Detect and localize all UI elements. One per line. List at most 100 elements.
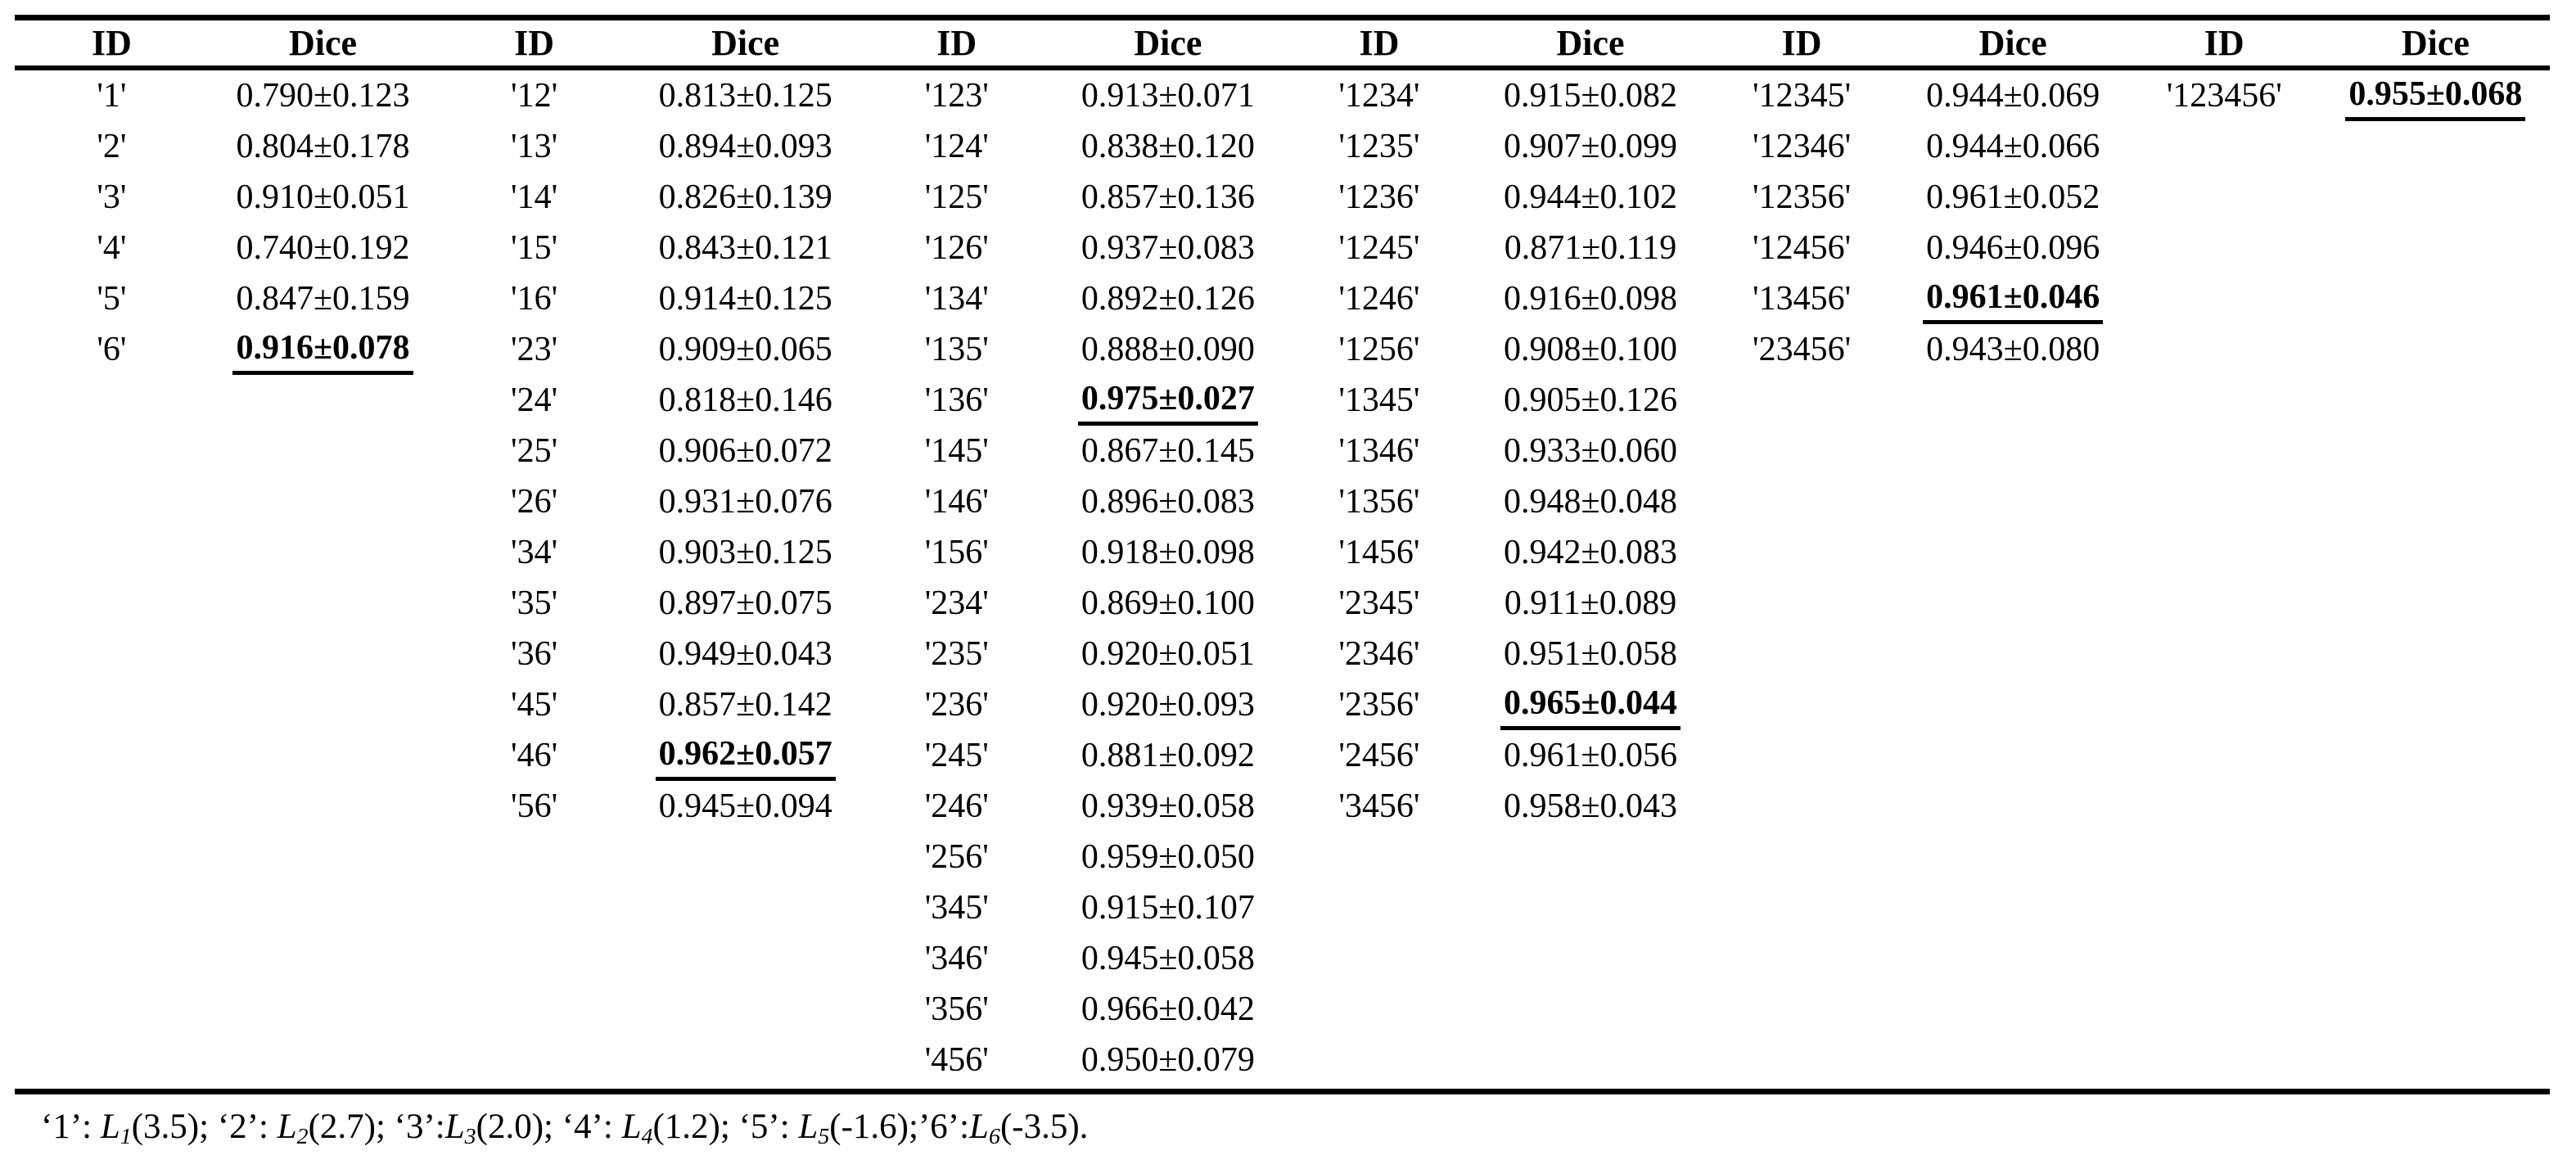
id-cell: '12346': [1753, 128, 1852, 165]
footnote-segment: L: [277, 1108, 297, 1146]
dice-cell: 0.843±0.121: [658, 229, 832, 267]
column-header-id: ID: [91, 23, 132, 63]
dice-cell: 0.955±0.068: [2321, 70, 2550, 121]
id-cell: '1246': [1338, 280, 1420, 318]
dice-cell: 0.881±0.092: [1080, 737, 1255, 774]
id-cell: '156': [924, 534, 989, 571]
dice-cell: 0.944±0.066: [1926, 128, 2100, 165]
dice-cell: 0.847±0.159: [236, 280, 410, 318]
table-header-row: ID Dice ID Dice ID Dice ID Dice ID Dice ID Dice: [15, 20, 2550, 65]
dice-cell: 0.965±0.044: [1476, 679, 1704, 730]
dice-cell: 0.910±0.051: [236, 178, 410, 216]
footnote-segment: 6: [988, 1123, 1000, 1149]
dice-cell: 0.959±0.050: [1080, 838, 1255, 876]
dice-cell: 0.961±0.046: [1899, 273, 2127, 324]
id-cell: '2': [97, 128, 127, 165]
id-cell: '26': [511, 483, 558, 521]
dice-cell: 0.804±0.178: [236, 128, 410, 165]
table-body: '1' 0.790±0.123 '2' 0.804±0.178 '3' 0.910±0.0…: [15, 70, 2550, 1085]
column-header-dice: Dice: [1556, 23, 1625, 63]
id-cell: '23': [511, 331, 558, 368]
dice-cell: 0.894±0.093: [658, 128, 832, 165]
footnote-segment: ‘2’:: [217, 1108, 277, 1146]
id-cell: '346': [924, 940, 989, 977]
id-cell: '6': [97, 331, 127, 368]
id-cell: '13456': [1753, 280, 1852, 318]
dice-cell: 0.943±0.080: [1926, 331, 2100, 368]
dice-cell: 0.869±0.100: [1080, 584, 1255, 622]
results-table: ID Dice ID Dice ID Dice ID Dice ID Dice ID Dice '1'…: [15, 15, 2550, 1151]
footnote-segment: (2.7);: [308, 1108, 395, 1146]
id-cell: '1256': [1338, 331, 1420, 368]
dice-cell: 0.813±0.125: [658, 77, 832, 115]
dice-cell: 0.975±0.027: [1053, 375, 1282, 426]
footnote-segment: (2.0);: [476, 1108, 562, 1146]
id-cell: '123456': [2166, 77, 2282, 115]
id-cell: '3456': [1338, 787, 1420, 825]
id-cell: '2345': [1338, 584, 1420, 622]
table-header-rule: [15, 65, 2550, 70]
dice-cell: 0.920±0.051: [1080, 635, 1255, 673]
dice-cell: 0.918±0.098: [1080, 534, 1255, 571]
id-cell: '134': [924, 280, 989, 318]
id-cell: '146': [924, 483, 989, 521]
dice-cell: 0.908±0.100: [1503, 331, 1678, 368]
column-header-dice: Dice: [1134, 23, 1202, 63]
column-header-id: ID: [1781, 23, 1822, 63]
dice-cell: 0.892±0.126: [1080, 280, 1255, 318]
dice-cell: 0.966±0.042: [1080, 990, 1255, 1028]
footnote-segment: L: [444, 1108, 465, 1146]
dice-cell: 0.961±0.056: [1503, 737, 1678, 774]
id-cell: '16': [511, 280, 558, 318]
best-dice-value: 0.955±0.068: [2345, 76, 2526, 121]
column-header-dice: Dice: [2401, 23, 2470, 63]
footnote-segment: ’6’:: [918, 1108, 970, 1146]
dice-cell: 0.818±0.146: [658, 381, 832, 419]
footnote-segment: 1: [120, 1123, 132, 1149]
table-bottom-rule: [15, 1089, 2550, 1094]
id-cell: '34': [511, 534, 558, 571]
dice-cell: 0.905±0.126: [1503, 381, 1678, 419]
dice-cell: 0.931±0.076: [658, 483, 832, 521]
footnote-segment: ‘3’:: [394, 1108, 445, 1146]
id-cell: '1235': [1338, 128, 1420, 165]
id-cell: '46': [511, 737, 558, 774]
column-header-id: ID: [936, 23, 977, 63]
dice-cell: 0.838±0.120: [1080, 128, 1255, 165]
id-cell: '56': [511, 787, 558, 825]
dice-cell: 0.740±0.192: [236, 229, 410, 267]
id-cell: '126': [924, 229, 989, 267]
id-cell: '3': [97, 178, 127, 216]
id-cell: '45': [511, 686, 558, 724]
dice-cell: 0.945±0.094: [658, 787, 832, 825]
footnote-segment: 3: [464, 1123, 476, 1149]
column-header-id: ID: [514, 23, 555, 63]
footnote-segment: 4: [641, 1123, 653, 1149]
footnote-segment: L: [621, 1108, 642, 1146]
id-cell: '14': [511, 178, 558, 216]
footnote-segment: ‘1’:: [41, 1108, 101, 1146]
id-cell: '256': [924, 838, 989, 876]
footnote: ‘1’: L1(3.5); ‘2’: L2(2.7); ‘3’:L3(2.0);…: [15, 1106, 2550, 1151]
dice-cell: 0.948±0.048: [1503, 483, 1678, 521]
dice-cell: 0.914±0.125: [658, 280, 832, 318]
footnote-segment: (3.5);: [131, 1108, 218, 1146]
dice-cell: 0.939±0.058: [1080, 787, 1255, 825]
dice-cell: 0.950±0.079: [1080, 1041, 1255, 1079]
dice-cell: 0.962±0.057: [631, 730, 859, 781]
id-cell: '1': [97, 77, 127, 115]
id-cell: '2346': [1338, 635, 1420, 673]
footnote-segment: ‘5’:: [738, 1108, 799, 1146]
dice-cell: 0.857±0.136: [1080, 178, 1255, 216]
dice-cell: 0.909±0.065: [658, 331, 832, 368]
dice-cell: 0.916±0.078: [209, 324, 437, 375]
footnote-segment: ‘4’:: [562, 1108, 622, 1146]
id-cell: '4': [97, 229, 127, 267]
dice-cell: 0.946±0.096: [1926, 229, 2100, 267]
id-cell: '25': [511, 432, 558, 470]
column-header-id: ID: [1359, 23, 1400, 63]
id-cell: '245': [924, 737, 989, 774]
id-cell: '1345': [1338, 381, 1420, 419]
dice-cell: 0.867±0.145: [1080, 432, 1255, 470]
dice-cell: 0.896±0.083: [1080, 483, 1255, 521]
